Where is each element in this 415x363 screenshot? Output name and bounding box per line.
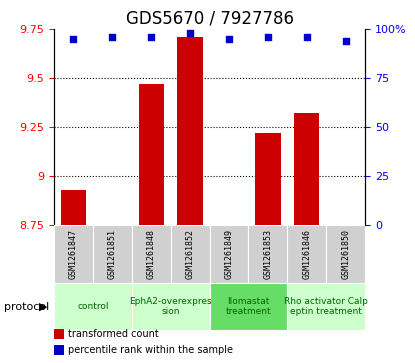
Text: GSM1261848: GSM1261848 bbox=[147, 229, 156, 279]
Point bbox=[187, 30, 193, 36]
Bar bbox=[210, 283, 287, 330]
Bar bbox=[287, 283, 365, 330]
Point bbox=[226, 36, 232, 42]
Point bbox=[70, 36, 77, 42]
Text: GSM1261852: GSM1261852 bbox=[186, 229, 195, 279]
Text: transformed count: transformed count bbox=[68, 329, 159, 339]
Text: GSM1261846: GSM1261846 bbox=[303, 229, 311, 279]
Bar bbox=[93, 225, 132, 283]
Text: ▶: ▶ bbox=[39, 302, 48, 312]
Bar bbox=[61, 190, 86, 225]
Bar bbox=[54, 283, 132, 330]
Bar bbox=[294, 113, 320, 225]
Bar bbox=[210, 225, 249, 283]
Text: control: control bbox=[77, 302, 109, 311]
Text: GSM1261853: GSM1261853 bbox=[264, 229, 272, 279]
Bar bbox=[249, 225, 287, 283]
Bar bbox=[178, 37, 203, 225]
Text: percentile rank within the sample: percentile rank within the sample bbox=[68, 345, 234, 355]
Text: Ilomastat
treatment: Ilomastat treatment bbox=[226, 297, 271, 317]
Point bbox=[303, 34, 310, 40]
Title: GDS5670 / 7927786: GDS5670 / 7927786 bbox=[126, 9, 293, 28]
Text: EphA2-overexpres
sion: EphA2-overexpres sion bbox=[129, 297, 212, 317]
Point bbox=[109, 34, 116, 40]
Bar bbox=[255, 133, 281, 225]
Point bbox=[265, 34, 271, 40]
Bar bbox=[54, 225, 93, 283]
Text: Rho activator Calp
eptin treatment: Rho activator Calp eptin treatment bbox=[284, 297, 368, 317]
Text: protocol: protocol bbox=[4, 302, 49, 312]
Bar bbox=[287, 225, 326, 283]
Bar bbox=[326, 225, 365, 283]
Bar bbox=[171, 225, 210, 283]
Point bbox=[342, 38, 349, 44]
Point bbox=[148, 34, 154, 40]
Bar bbox=[139, 84, 164, 225]
Bar bbox=[132, 283, 210, 330]
Bar bbox=[132, 225, 171, 283]
Text: GSM1261851: GSM1261851 bbox=[108, 229, 117, 279]
Text: GSM1261849: GSM1261849 bbox=[225, 229, 234, 279]
Text: GSM1261850: GSM1261850 bbox=[341, 229, 350, 279]
Text: GSM1261847: GSM1261847 bbox=[69, 229, 78, 279]
